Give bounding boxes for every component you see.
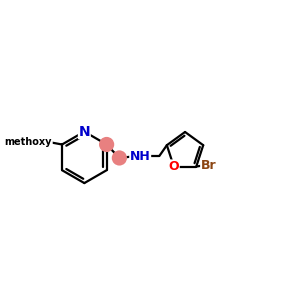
Text: methoxy: methoxy [30,140,36,142]
Point [104,142,109,147]
Text: methoxy: methoxy [27,140,33,142]
Text: methoxy: methoxy [32,141,38,142]
Text: O: O [169,160,179,173]
Point [117,156,122,161]
Text: methoxy: methoxy [5,137,52,147]
Text: O: O [40,136,51,148]
Text: Br: Br [201,159,216,172]
Text: NH: NH [130,149,151,163]
Text: N: N [79,124,90,139]
